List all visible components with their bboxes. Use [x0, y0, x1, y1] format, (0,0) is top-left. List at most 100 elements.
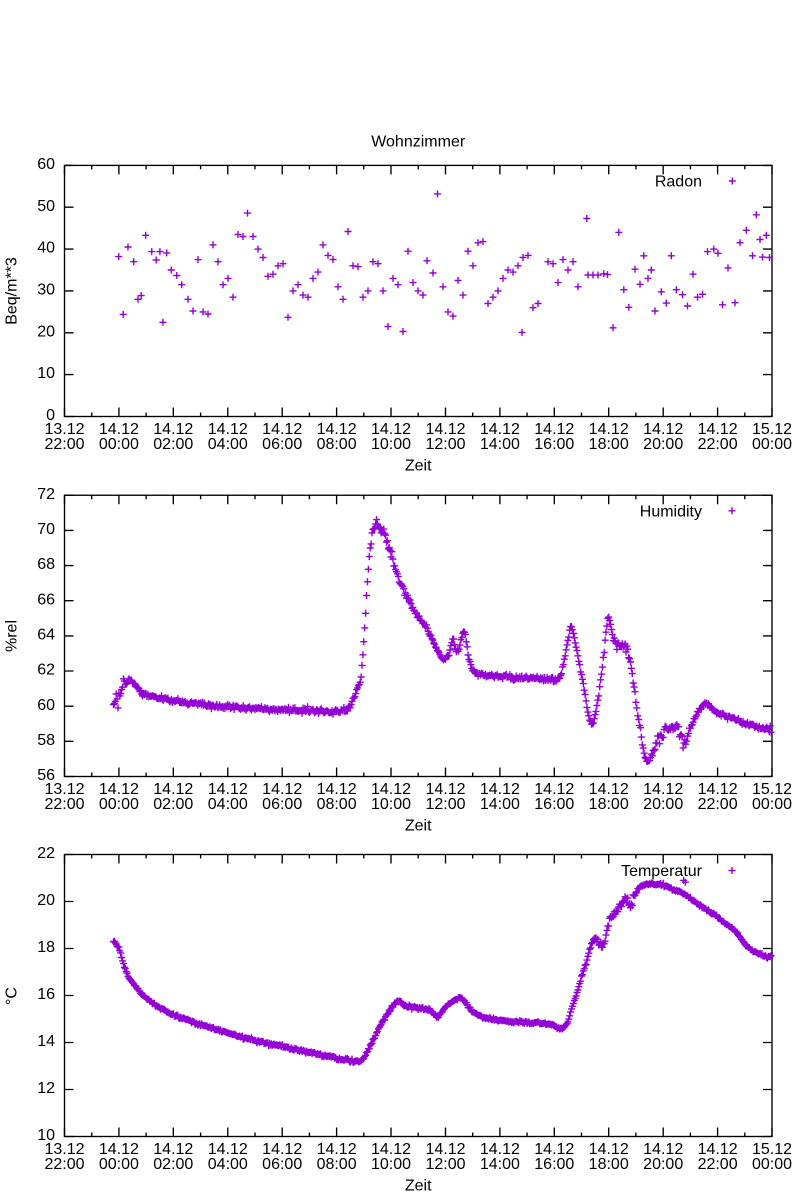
svg-text:Zeit: Zeit: [405, 818, 432, 835]
svg-text:00:00: 00:00: [752, 796, 792, 813]
svg-text:14.12: 14.12: [425, 421, 465, 438]
svg-text:14.12: 14.12: [425, 1141, 465, 1158]
svg-text:16:00: 16:00: [534, 1156, 574, 1173]
svg-text:06:00: 06:00: [262, 436, 302, 453]
svg-text:00:00: 00:00: [752, 1156, 792, 1173]
svg-text:04:00: 04:00: [208, 436, 248, 453]
svg-text:60: 60: [37, 156, 55, 173]
svg-text:Radon: Radon: [655, 174, 702, 191]
svg-text:30: 30: [37, 282, 55, 299]
svg-text:18:00: 18:00: [589, 436, 629, 453]
svg-text:12: 12: [37, 1080, 55, 1097]
svg-text:14.12: 14.12: [371, 421, 411, 438]
svg-text:12:00: 12:00: [425, 796, 465, 813]
svg-text:22:00: 22:00: [698, 436, 738, 453]
svg-text:14.12: 14.12: [99, 1141, 139, 1158]
svg-text:14.12: 14.12: [643, 421, 683, 438]
svg-text:14.12: 14.12: [643, 781, 683, 798]
svg-text:02:00: 02:00: [153, 436, 193, 453]
svg-text:64: 64: [37, 627, 55, 644]
svg-text:14.12: 14.12: [208, 1141, 248, 1158]
svg-text:14.12: 14.12: [589, 781, 629, 798]
svg-text:18:00: 18:00: [589, 796, 629, 813]
svg-text:14.12: 14.12: [534, 781, 574, 798]
svg-text:15.12: 15.12: [752, 1141, 792, 1158]
svg-text:14.12: 14.12: [262, 781, 302, 798]
svg-text:12:00: 12:00: [425, 1156, 465, 1173]
svg-text:14.12: 14.12: [317, 1141, 357, 1158]
svg-text:10:00: 10:00: [371, 796, 411, 813]
svg-text:14.12: 14.12: [317, 421, 357, 438]
svg-text:66: 66: [37, 591, 55, 608]
svg-text:Humidity: Humidity: [640, 504, 702, 521]
svg-text:00:00: 00:00: [99, 1156, 139, 1173]
svg-text:14.12: 14.12: [480, 421, 520, 438]
svg-text:13.12: 13.12: [44, 421, 84, 438]
svg-text:14.12: 14.12: [262, 1141, 302, 1158]
svg-text:08:00: 08:00: [317, 436, 357, 453]
svg-text:68: 68: [37, 556, 55, 573]
svg-text:14.12: 14.12: [698, 1141, 738, 1158]
svg-text:16:00: 16:00: [534, 796, 574, 813]
svg-text:22: 22: [37, 845, 55, 862]
svg-text:13.12: 13.12: [44, 1141, 84, 1158]
svg-text:18:00: 18:00: [589, 1156, 629, 1173]
svg-text:10: 10: [37, 1127, 55, 1144]
svg-text:60: 60: [37, 697, 55, 714]
svg-text:14.12: 14.12: [480, 781, 520, 798]
svg-text:16:00: 16:00: [534, 436, 574, 453]
svg-text:14.12: 14.12: [480, 1141, 520, 1158]
svg-text:14.12: 14.12: [153, 781, 193, 798]
svg-text:72: 72: [37, 486, 55, 503]
svg-text:10:00: 10:00: [371, 1156, 411, 1173]
svg-text:Zeit: Zeit: [405, 1178, 432, 1195]
svg-text:10: 10: [37, 365, 55, 382]
svg-text:58: 58: [37, 732, 55, 749]
svg-text:04:00: 04:00: [208, 796, 248, 813]
svg-text:0: 0: [46, 407, 55, 424]
svg-text:14.12: 14.12: [371, 1141, 411, 1158]
svg-text:15.12: 15.12: [752, 421, 792, 438]
svg-text:13.12: 13.12: [44, 781, 84, 798]
svg-text:20: 20: [37, 323, 55, 340]
svg-text:18: 18: [37, 939, 55, 956]
svg-text:06:00: 06:00: [262, 1156, 302, 1173]
svg-text:00:00: 00:00: [752, 436, 792, 453]
svg-text:14.12: 14.12: [153, 1141, 193, 1158]
svg-text:16: 16: [37, 986, 55, 1003]
svg-text:02:00: 02:00: [153, 796, 193, 813]
svg-text:70: 70: [37, 521, 55, 538]
svg-text:50: 50: [37, 198, 55, 215]
svg-text:14.12: 14.12: [589, 421, 629, 438]
svg-text:%rel: %rel: [4, 620, 21, 652]
svg-text:08:00: 08:00: [317, 1156, 357, 1173]
svg-text:22:00: 22:00: [698, 1156, 738, 1173]
svg-text:22:00: 22:00: [698, 796, 738, 813]
svg-text:14.12: 14.12: [534, 421, 574, 438]
svg-text:20:00: 20:00: [643, 436, 683, 453]
svg-text:15.12: 15.12: [752, 781, 792, 798]
svg-text:40: 40: [37, 240, 55, 257]
svg-text:14.12: 14.12: [153, 421, 193, 438]
svg-text:56: 56: [37, 767, 55, 784]
svg-text:14.12: 14.12: [99, 781, 139, 798]
svg-text:20:00: 20:00: [643, 1156, 683, 1173]
svg-text:12:00: 12:00: [425, 436, 465, 453]
svg-text:08:00: 08:00: [317, 796, 357, 813]
svg-text:14.12: 14.12: [698, 421, 738, 438]
svg-text:14:00: 14:00: [480, 796, 520, 813]
svg-text:04:00: 04:00: [208, 1156, 248, 1173]
svg-text:62: 62: [37, 662, 55, 679]
svg-text:22:00: 22:00: [44, 796, 84, 813]
svg-text:22:00: 22:00: [44, 1156, 84, 1173]
svg-text:20:00: 20:00: [643, 796, 683, 813]
svg-text:14.12: 14.12: [208, 421, 248, 438]
svg-text:14.12: 14.12: [425, 781, 465, 798]
svg-text:Zeit: Zeit: [405, 458, 432, 475]
svg-text:06:00: 06:00: [262, 796, 302, 813]
svg-text:22:00: 22:00: [44, 436, 84, 453]
svg-text:00:00: 00:00: [99, 436, 139, 453]
svg-text:14.12: 14.12: [317, 781, 357, 798]
svg-text:02:00: 02:00: [153, 1156, 193, 1173]
svg-text:14.12: 14.12: [371, 781, 411, 798]
